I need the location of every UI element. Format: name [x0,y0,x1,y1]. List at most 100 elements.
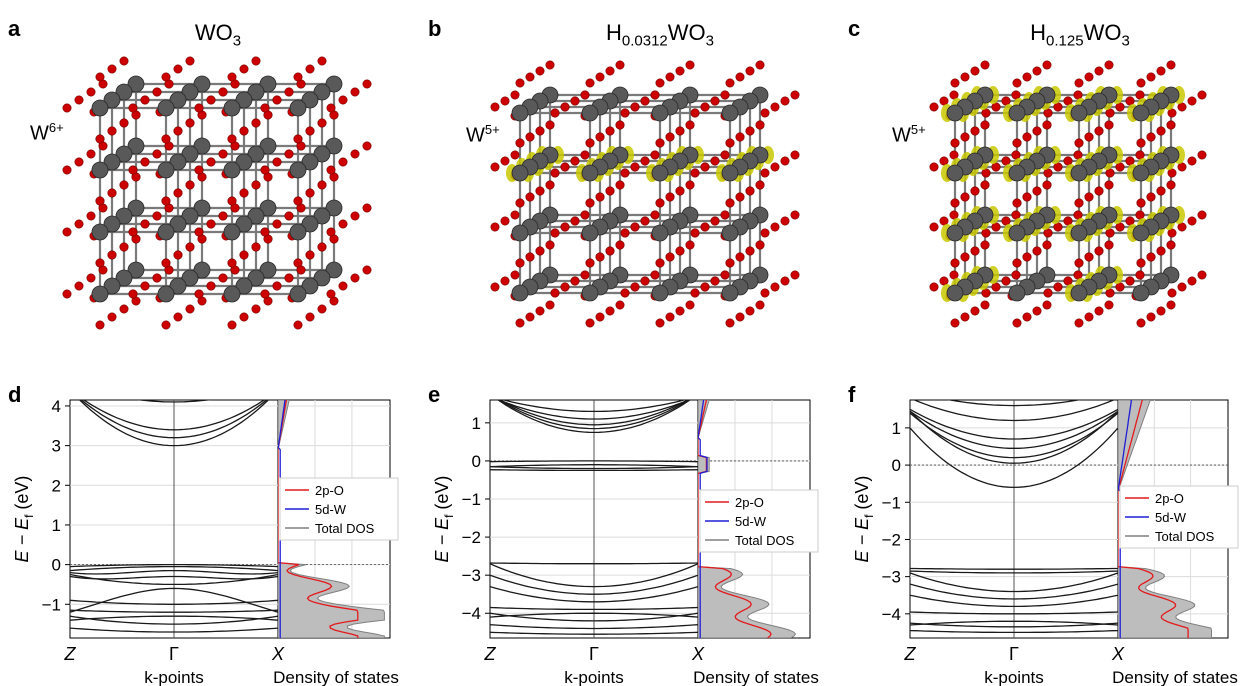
oxygen-atom [490,282,500,292]
oxygen-atom [350,149,360,159]
oxygen-atom [690,168,700,178]
oxygen-atom [790,150,800,160]
oxygen-atom [1074,78,1084,88]
tungsten-atom [1132,104,1150,122]
oxygen-atom [950,138,960,148]
tungsten-atom [581,224,599,242]
oxygen-atom [665,192,675,202]
tungsten-atom [651,284,669,302]
tungsten-atom [115,83,133,101]
oxygen-atom [1156,186,1166,196]
tungsten-atom [1070,164,1088,182]
oxygen-atom [770,222,780,232]
oxygen-atom [545,120,555,130]
oxygen-atom [790,210,800,220]
oxygen-atom [173,64,183,74]
oxygen-atom [490,102,500,112]
bands [70,400,278,633]
oxygen-atom [62,289,72,299]
oxygen-atom [939,156,949,166]
oxygen-atom [960,132,970,142]
y-tick-label: 1 [892,419,901,438]
oxygen-atom [735,252,745,262]
band-line [946,400,1082,407]
oxygen-atom [720,270,730,280]
oxygen-atom [685,120,695,130]
oxygen-atom [685,180,695,190]
y-tick-label: −4 [462,604,481,623]
tungsten-atom [91,99,109,117]
oxygen-atom [980,180,990,190]
oxygen-atom [1074,138,1084,148]
tungsten-atom [721,284,739,302]
band-line [135,400,213,403]
oxygen-atom [1042,240,1052,250]
oxygen-atom [535,186,545,196]
oxygen-atom [317,180,327,190]
oxygen-atom [685,60,695,70]
oxygen-atom [1094,66,1104,76]
oxygen-atom [161,134,171,144]
tungsten-atom [169,153,187,171]
tungsten-atom [325,137,343,155]
oxygen-atom [1084,252,1094,262]
panel-label-a: a [8,16,21,41]
dos-axis-label: Density of states [1112,668,1238,686]
oxygen-atom [560,282,570,292]
y-tick-label: 3 [52,437,61,456]
oxygen-atom [580,210,590,220]
oxygen-atom [1146,192,1156,202]
oxygen-atom [194,103,204,113]
oxygen-atom [760,228,770,238]
oxygen-atom [350,87,360,97]
oxygen-atom [630,102,640,112]
oxygen-atom [939,276,949,286]
oxygen-atom [735,312,745,322]
oxygen-atom [1001,276,1011,286]
oxygen-atom [980,240,990,250]
oxygen-atom [1136,258,1146,268]
oxygen-atom [86,149,96,159]
oxygen-atom [1032,66,1042,76]
band-line [490,574,698,595]
pdos-o-curve [1118,400,1189,638]
oxygen-atom [1074,318,1084,328]
oxygen-atom [1011,210,1021,220]
panel-c-title: H0.125WO3 [1030,20,1130,50]
x-axis-label: k-points [144,668,204,686]
oxygen-atom [362,79,372,89]
oxygen-atom [545,300,555,310]
panel-label-c: c [848,16,861,41]
x-axis-label: k-points [984,668,1044,686]
oxygen-atom [239,126,249,136]
oxygen-atom [1001,156,1011,166]
oxygen-atom [1166,120,1176,130]
oxygen-atom [173,312,183,322]
oxygen-atom [525,132,535,142]
oxygen-atom [161,320,171,330]
oxygen-atom [770,282,780,292]
tungsten-atom [103,153,121,171]
oxygen-atom [725,138,735,148]
tungsten-atom [247,207,265,225]
oxygen-atom [1125,156,1135,166]
x-tick-label: Γ [1009,644,1019,664]
band-line [910,412,1118,459]
band-line [78,400,270,447]
tungsten-atom [721,224,739,242]
tungsten-atom [325,261,343,279]
oxygen-atom [1167,288,1177,298]
panel-label-e: e [428,382,441,407]
band-line [70,569,278,575]
oxygen-atom [128,289,138,299]
x-tick-label: X [691,644,705,664]
oxygen-atom [585,198,595,208]
oxygen-atom [1042,60,1052,70]
oxygen-atom [1053,222,1063,232]
oxygen-atom [685,300,695,310]
oxygen-atom [1135,210,1145,220]
tungsten-atom [235,153,253,171]
oxygen-atom [326,227,336,237]
oxygen-atom [218,211,228,221]
oxygen-atom [735,72,745,82]
